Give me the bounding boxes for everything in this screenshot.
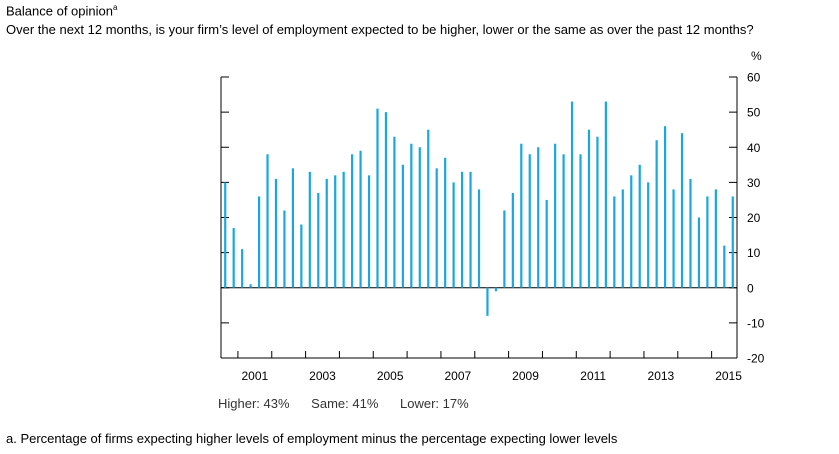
y-tick-label: 40 — [747, 141, 761, 155]
x-tick-label: 2015 — [715, 369, 742, 383]
bar — [224, 182, 227, 288]
y-tick-label: -10 — [747, 316, 765, 330]
y-tick-label: 30 — [747, 176, 761, 190]
x-tick-label: 2005 — [377, 369, 404, 383]
bar — [731, 196, 734, 288]
bar — [317, 192, 320, 288]
summary-same: Same: 41% — [311, 396, 379, 411]
bar — [511, 192, 514, 288]
x-tick-label: 2007 — [445, 369, 472, 383]
bar — [452, 182, 455, 288]
y-tick-label: 10 — [747, 246, 761, 260]
bar — [689, 178, 692, 288]
x-tick-label: 2001 — [241, 369, 268, 383]
bar — [257, 196, 261, 288]
x-tick-label: 2011 — [580, 369, 606, 383]
bar — [342, 171, 345, 288]
survey-question: Over the next 12 months, is your firm’s … — [6, 22, 754, 37]
bar — [460, 171, 464, 288]
bar — [706, 196, 709, 288]
bar — [283, 210, 286, 288]
bar — [613, 196, 616, 288]
bar — [300, 224, 303, 288]
bar — [249, 284, 252, 288]
bar — [537, 147, 540, 288]
bar — [672, 189, 675, 288]
chart-axes — [220, 76, 738, 359]
bar — [393, 136, 396, 288]
x-tick-label: 2003 — [309, 369, 336, 383]
bar — [579, 154, 582, 288]
bar — [714, 189, 717, 288]
bar — [241, 249, 244, 288]
bar — [367, 175, 371, 288]
bar — [630, 175, 633, 288]
chart-labels: 60 50 40 30 20 10 0 -10 -20% 2001 2003 2005 2007 2009… — [241, 49, 764, 383]
bar — [528, 154, 531, 288]
y-tick-label: 60 — [747, 71, 761, 85]
x-tick-label: 2009 — [512, 369, 539, 383]
bar — [325, 178, 328, 288]
bar — [723, 245, 726, 288]
bar — [621, 189, 624, 288]
y-tick-label: 0 — [747, 281, 754, 295]
bar — [427, 129, 430, 288]
bar — [520, 143, 523, 288]
bar — [435, 168, 438, 288]
y-tick-label: 20 — [747, 211, 761, 225]
bar — [503, 210, 506, 288]
bar — [469, 171, 472, 288]
bar — [545, 199, 548, 288]
bar — [418, 147, 421, 288]
bar — [274, 178, 278, 288]
bar — [486, 287, 489, 316]
bar — [384, 112, 388, 288]
y-tick-label: 50 — [747, 106, 761, 120]
summary-lower: Lower: 17% — [400, 396, 469, 411]
bar — [376, 108, 379, 288]
bar — [494, 287, 498, 292]
bar — [334, 175, 337, 288]
bar — [554, 143, 557, 288]
bar — [647, 182, 650, 288]
survey-summary: Higher: 43% Same: 41% Lower: 17% — [218, 396, 487, 411]
bar — [410, 143, 413, 288]
bar — [308, 171, 311, 288]
bar — [359, 150, 362, 288]
summary-higher: Higher: 43% — [218, 396, 290, 411]
bar — [266, 154, 269, 288]
bar — [604, 101, 607, 288]
bar — [680, 133, 684, 288]
title-footnote-marker: a — [112, 3, 118, 12]
bar — [664, 126, 667, 288]
bar — [351, 154, 354, 288]
bar — [444, 157, 447, 288]
y-tick-label: -20 — [747, 352, 765, 366]
bar — [232, 228, 235, 288]
footnote: a. Percentage of firms expecting higher … — [6, 431, 618, 446]
chart-bars — [224, 101, 734, 316]
x-tick-label: 2013 — [648, 369, 675, 383]
bar — [401, 164, 404, 288]
y-unit-label: % — [751, 49, 762, 63]
bar — [562, 154, 565, 288]
bar — [477, 189, 481, 288]
chart-title: Balance of opiniona — [6, 3, 118, 19]
bar — [291, 168, 294, 288]
bar — [596, 136, 599, 288]
bar — [655, 140, 658, 288]
bar — [697, 217, 701, 288]
bar — [638, 164, 641, 288]
bar — [570, 101, 574, 288]
bar — [587, 129, 591, 288]
